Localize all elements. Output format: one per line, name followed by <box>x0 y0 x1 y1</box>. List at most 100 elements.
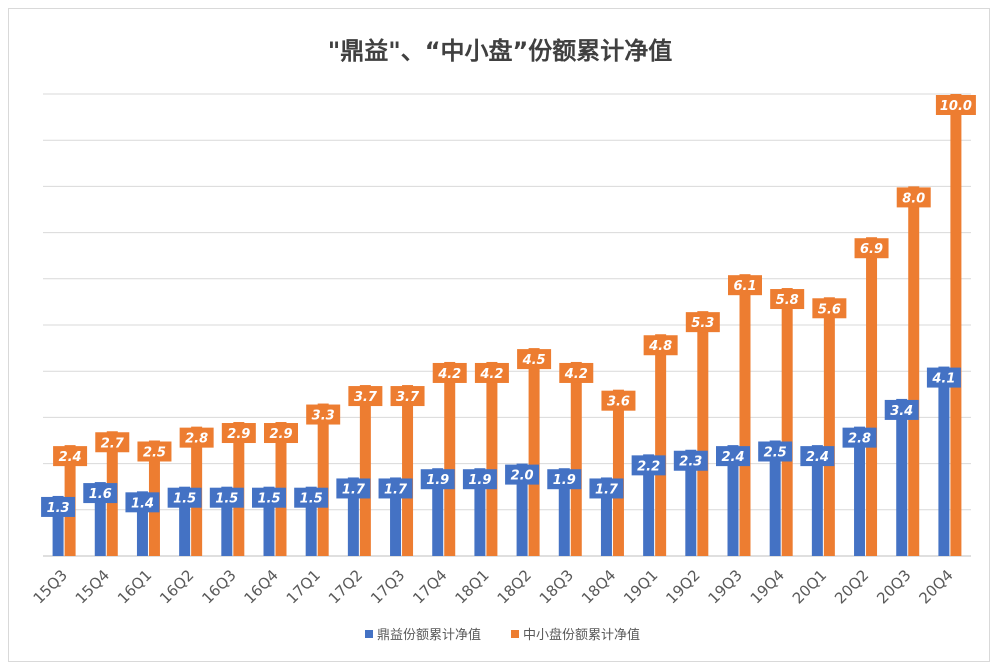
legend-swatch-zhongxiaopan <box>511 630 519 638</box>
data-label-dingyi-text: 2.4 <box>721 450 744 465</box>
data-label-dingyi-text: 2.8 <box>848 432 871 447</box>
data-label-zhongxiaopan: 2.4 <box>53 446 88 467</box>
bar-dingyi <box>643 454 655 556</box>
data-label-zhongxiaopan-box <box>770 289 805 310</box>
x-tick-label: 18Q1 <box>451 566 492 607</box>
data-label-dingyi: 1.6 <box>83 483 118 504</box>
data-label-dingyi-box <box>673 450 708 471</box>
bar-zhongxiaopan <box>950 94 962 556</box>
data-label-zhongxiaopan: 6.1 <box>728 275 762 296</box>
data-label-dingyi-box <box>505 464 540 485</box>
data-label-dingyi-text: 2.2 <box>637 459 660 474</box>
x-tick-label: 16Q3 <box>198 566 239 607</box>
x-tick-label: 19Q3 <box>705 566 746 607</box>
legend-label-zhongxiaopan: 中小盘份额累计净值 <box>523 627 640 643</box>
data-label-zhongxiaopan: 2.5 <box>137 441 172 462</box>
data-label-zhongxiaopan: 5.8 <box>770 289 805 310</box>
data-label-zhongxiaopan-box <box>474 362 509 383</box>
bar-dingyi <box>347 477 359 556</box>
data-label-dingyi: 1.9 <box>462 469 497 490</box>
data-label-zhongxiaopan-text: 3.6 <box>607 395 630 410</box>
x-tick-label: 17Q3 <box>367 566 408 607</box>
bar-zhongxiaopan <box>823 297 835 556</box>
x-tick-label: 19Q4 <box>747 566 788 607</box>
data-label-dingyi: 2.5 <box>758 441 793 462</box>
data-label-zhongxiaopan-box <box>348 386 383 407</box>
data-label-dingyi: 1.7 <box>336 478 371 499</box>
bar-zhongxiaopan <box>317 403 329 556</box>
data-label-zhongxiaopan-box <box>935 95 976 115</box>
x-tick-label: 20Q3 <box>873 566 914 607</box>
data-label-dingyi: 1.3 <box>41 496 76 517</box>
data-label-dingyi: 2.0 <box>505 464 540 485</box>
data-label-dingyi-box <box>378 478 413 499</box>
data-label-zhongxiaopan: 6.9 <box>854 238 889 259</box>
data-label-zhongxiaopan-box <box>896 187 931 208</box>
x-tick-label: 18Q4 <box>578 566 619 607</box>
bar-zhongxiaopan <box>612 389 624 556</box>
data-label-zhongxiaopan-text: 5.3 <box>691 316 714 331</box>
data-label-dingyi-box <box>842 427 877 448</box>
legend-swatch-dingyi <box>365 630 373 638</box>
x-tick-label: 19Q1 <box>620 566 661 607</box>
data-label-zhongxiaopan: 2.8 <box>179 427 214 448</box>
data-label-zhongxiaopan: 5.6 <box>812 298 847 319</box>
data-label-dingyi: 1.4 <box>125 492 160 513</box>
data-label-zhongxiaopan-box <box>559 362 594 383</box>
data-label-dingyi: 1.5 <box>209 487 244 508</box>
data-label-dingyi-text: 1.5 <box>215 492 238 507</box>
legend-label-dingyi: 鼎益份额累计净值 <box>377 627 481 643</box>
data-label-zhongxiaopan: 5.3 <box>685 312 720 333</box>
bar-dingyi <box>94 482 106 556</box>
data-label-zhongxiaopan-text: 4.2 <box>564 367 588 382</box>
bar-dingyi <box>390 477 402 556</box>
data-label-dingyi-text: 1.5 <box>300 492 323 507</box>
data-label-zhongxiaopan: 4.2 <box>432 362 467 383</box>
data-label-dingyi-box <box>547 469 582 490</box>
bar-dingyi <box>263 486 275 556</box>
data-label-dingyi-text: 1.3 <box>47 501 70 516</box>
data-labels-group: 1.3 2.4 1.6 2.7 1.4 2.5 1.5 2.8 1.5 2.9 1.5 2.9 1.5 3… <box>41 95 976 517</box>
bar-dingyi <box>938 366 950 556</box>
data-label-dingyi-box <box>631 455 666 476</box>
data-label-zhongxiaopan-box <box>601 390 636 411</box>
bar-dingyi <box>727 445 739 556</box>
data-label-dingyi-text: 1.5 <box>173 492 196 507</box>
data-label-dingyi-box <box>336 478 371 499</box>
data-label-zhongxiaopan-text: 5.6 <box>818 302 841 317</box>
data-label-dingyi-text: 1.9 <box>468 473 491 488</box>
data-label-zhongxiaopan-text: 2.7 <box>101 436 125 451</box>
data-label-dingyi-text: 4.1 <box>931 372 955 387</box>
x-tick-label: 19Q2 <box>662 566 703 607</box>
data-label-zhongxiaopan: 4.2 <box>559 362 594 383</box>
bar-zhongxiaopan <box>359 385 371 556</box>
x-tick-label: 18Q3 <box>536 566 577 607</box>
bar-dingyi <box>600 477 612 556</box>
data-label-dingyi: 2.4 <box>716 446 750 467</box>
data-label-dingyi-box <box>462 469 497 490</box>
data-label-zhongxiaopan-box <box>95 432 130 453</box>
data-label-dingyi-box <box>926 367 961 388</box>
x-tick-label: 15Q3 <box>30 566 71 607</box>
bar-zhongxiaopan <box>402 385 414 556</box>
data-label-dingyi-box <box>716 446 750 467</box>
data-label-dingyi-text: 1.6 <box>89 487 112 502</box>
data-label-dingyi-box <box>800 446 835 467</box>
bar-zhongxiaopan <box>866 237 878 556</box>
data-label-zhongxiaopan-text: 2.4 <box>59 450 82 465</box>
data-label-zhongxiaopan: 2.7 <box>95 432 130 453</box>
bar-dingyi <box>52 495 64 556</box>
data-label-dingyi: 1.9 <box>420 469 455 490</box>
data-label-dingyi: 3.4 <box>884 399 919 420</box>
bar-dingyi <box>896 398 908 556</box>
data-label-dingyi-text: 1.9 <box>553 473 576 488</box>
data-label-dingyi-text: 1.5 <box>257 492 280 507</box>
bar-dingyi <box>179 486 191 556</box>
data-label-zhongxiaopan-box <box>221 423 256 444</box>
data-label-dingyi-text: 1.7 <box>595 482 619 497</box>
data-label-dingyi-text: 1.9 <box>426 473 449 488</box>
data-label-dingyi-box <box>83 483 118 504</box>
data-label-zhongxiaopan-text: 2.9 <box>269 427 292 442</box>
bar-zhongxiaopan <box>908 186 920 556</box>
data-label-zhongxiaopan-box <box>390 386 425 407</box>
